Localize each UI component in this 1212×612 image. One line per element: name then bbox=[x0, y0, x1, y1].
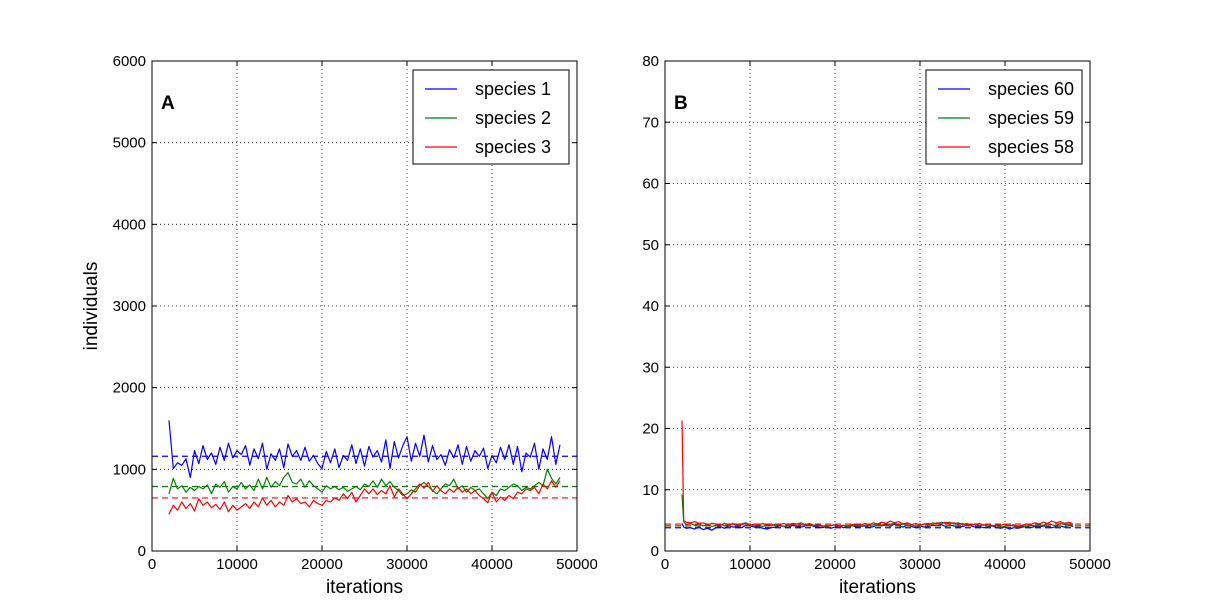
panel-b-y-tick-label: 30 bbox=[642, 359, 659, 376]
panel-a-x-tick-label: 0 bbox=[148, 556, 156, 573]
panel-b-x-tick-label: 0 bbox=[661, 556, 669, 573]
panel-a-x-axis-label: iterations bbox=[326, 577, 403, 598]
panel-a-grid bbox=[152, 61, 577, 551]
panel-a-y-tick-label: 6000 bbox=[113, 53, 146, 70]
panel-b-x-tick-label: 10000 bbox=[729, 556, 771, 573]
panel-a-letter: A bbox=[161, 93, 175, 114]
panel-a-y-tick-label: 5000 bbox=[113, 135, 146, 152]
panel-a-x-tick-label: 50000 bbox=[556, 556, 598, 573]
panel-b-letter: B bbox=[674, 93, 688, 114]
legend-label-species-2: species 2 bbox=[475, 108, 551, 128]
panel-b-y-tick-label: 60 bbox=[642, 176, 659, 193]
panel-b-grid bbox=[665, 61, 1090, 551]
panel-b-y-tick-label: 50 bbox=[642, 237, 659, 254]
series-line-species-2 bbox=[168, 468, 561, 500]
panel-a-legend-box bbox=[412, 69, 570, 165]
panel-a-y-tick-label: 2000 bbox=[113, 380, 146, 397]
panel-b-plot-area bbox=[665, 420, 1090, 531]
panel-b-x-axis-label: iterations bbox=[839, 577, 916, 598]
panel-b-y-tick-label: 0 bbox=[651, 543, 659, 560]
panel-a-plot-area bbox=[152, 420, 577, 515]
panel-a-x-tick-label: 20000 bbox=[301, 556, 343, 573]
legend-label-species-1: species 1 bbox=[475, 79, 551, 99]
panel-b-legend: species 60 species 59 species 58 bbox=[925, 69, 1083, 165]
legend-label-species-58: species 58 bbox=[988, 137, 1074, 157]
panel-a-x-tick-label: 10000 bbox=[216, 556, 258, 573]
panel-b-x-tick-label: 30000 bbox=[899, 556, 941, 573]
legend-label-species-3: species 3 bbox=[475, 137, 551, 157]
series-line-species-1 bbox=[168, 420, 561, 479]
panel-a-y-axis-label: individuals bbox=[81, 262, 102, 351]
panel-a-y-tick-label: 1000 bbox=[113, 461, 146, 478]
panel-a-y-tick-label: 4000 bbox=[113, 216, 146, 233]
legend-label-species-60: species 60 bbox=[988, 79, 1074, 99]
series-line-species-58 bbox=[681, 420, 1074, 528]
series-line-species-3 bbox=[168, 480, 561, 515]
panel-b-y-tick-label: 20 bbox=[642, 421, 659, 438]
panel-b-x-tick-label: 40000 bbox=[984, 556, 1026, 573]
panel-b-legend-box bbox=[925, 69, 1083, 165]
panel-a-legend: species 1 species 2 species 3 bbox=[412, 69, 570, 165]
panel-a-x-tick-label: 40000 bbox=[471, 556, 513, 573]
panel-b: 0 10000 20000 30000 40000 50000 0 10 20 30 40 50 60 7… bbox=[642, 53, 1111, 598]
panel-b-x-tick-label: 20000 bbox=[814, 556, 856, 573]
legend-label-species-59: species 59 bbox=[988, 108, 1074, 128]
panel-b-y-tick-label: 40 bbox=[642, 298, 659, 315]
panel-a-y-tick-label: 3000 bbox=[113, 298, 146, 315]
panel-a-y-tick-label: 0 bbox=[138, 543, 146, 560]
panel-b-y-tick-label: 10 bbox=[642, 482, 659, 499]
panel-b-y-tick-label: 80 bbox=[642, 53, 659, 70]
panel-b-ticks: 0 10000 20000 30000 40000 50000 0 10 20 30 40 50 60 7… bbox=[642, 53, 1111, 573]
panel-b-x-tick-label: 50000 bbox=[1069, 556, 1111, 573]
panel-b-y-tick-label: 70 bbox=[642, 114, 659, 131]
panel-a: 0 10000 20000 30000 40000 50000 0 1000 2000 3000 4… bbox=[81, 53, 598, 598]
panel-a-ticks: 0 10000 20000 30000 40000 50000 0 1000 2000 3000 4… bbox=[113, 53, 598, 573]
panel-a-x-tick-label: 30000 bbox=[386, 556, 428, 573]
